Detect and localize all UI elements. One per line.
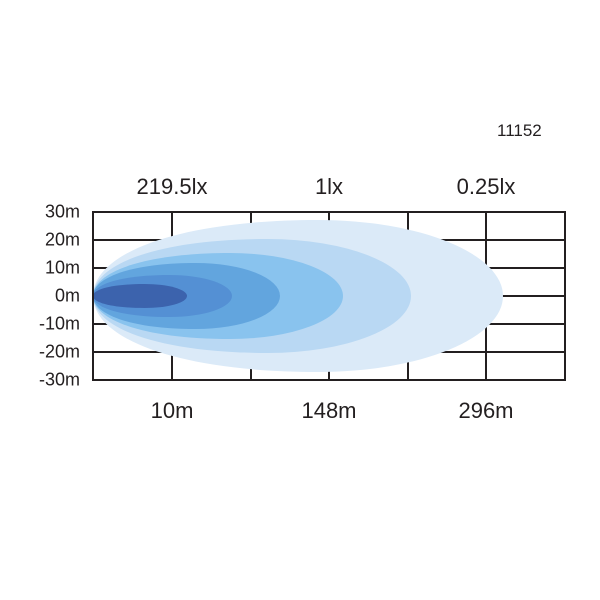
lux-label-mid: 1lx bbox=[314, 174, 344, 199]
y-label: -20m bbox=[38, 341, 80, 362]
lux-label-low: 0.25lx bbox=[456, 174, 516, 199]
grid-border bbox=[92, 211, 566, 381]
beam-pattern bbox=[93, 220, 503, 372]
product-code: 11152 bbox=[497, 121, 542, 140]
x-label: 296m bbox=[458, 398, 514, 423]
y-label: 0m bbox=[54, 285, 80, 306]
y-label: 30m bbox=[44, 201, 80, 222]
y-label: 10m bbox=[44, 257, 80, 278]
x-label: 148m bbox=[301, 398, 357, 423]
y-label: -30m bbox=[38, 369, 80, 390]
y-label: -10m bbox=[38, 313, 80, 334]
y-label: 20m bbox=[44, 229, 80, 250]
beam-isolux-zone-6 bbox=[93, 284, 187, 308]
lux-label-high: 219.5lx bbox=[136, 174, 208, 199]
x-label: 10m bbox=[150, 398, 194, 423]
